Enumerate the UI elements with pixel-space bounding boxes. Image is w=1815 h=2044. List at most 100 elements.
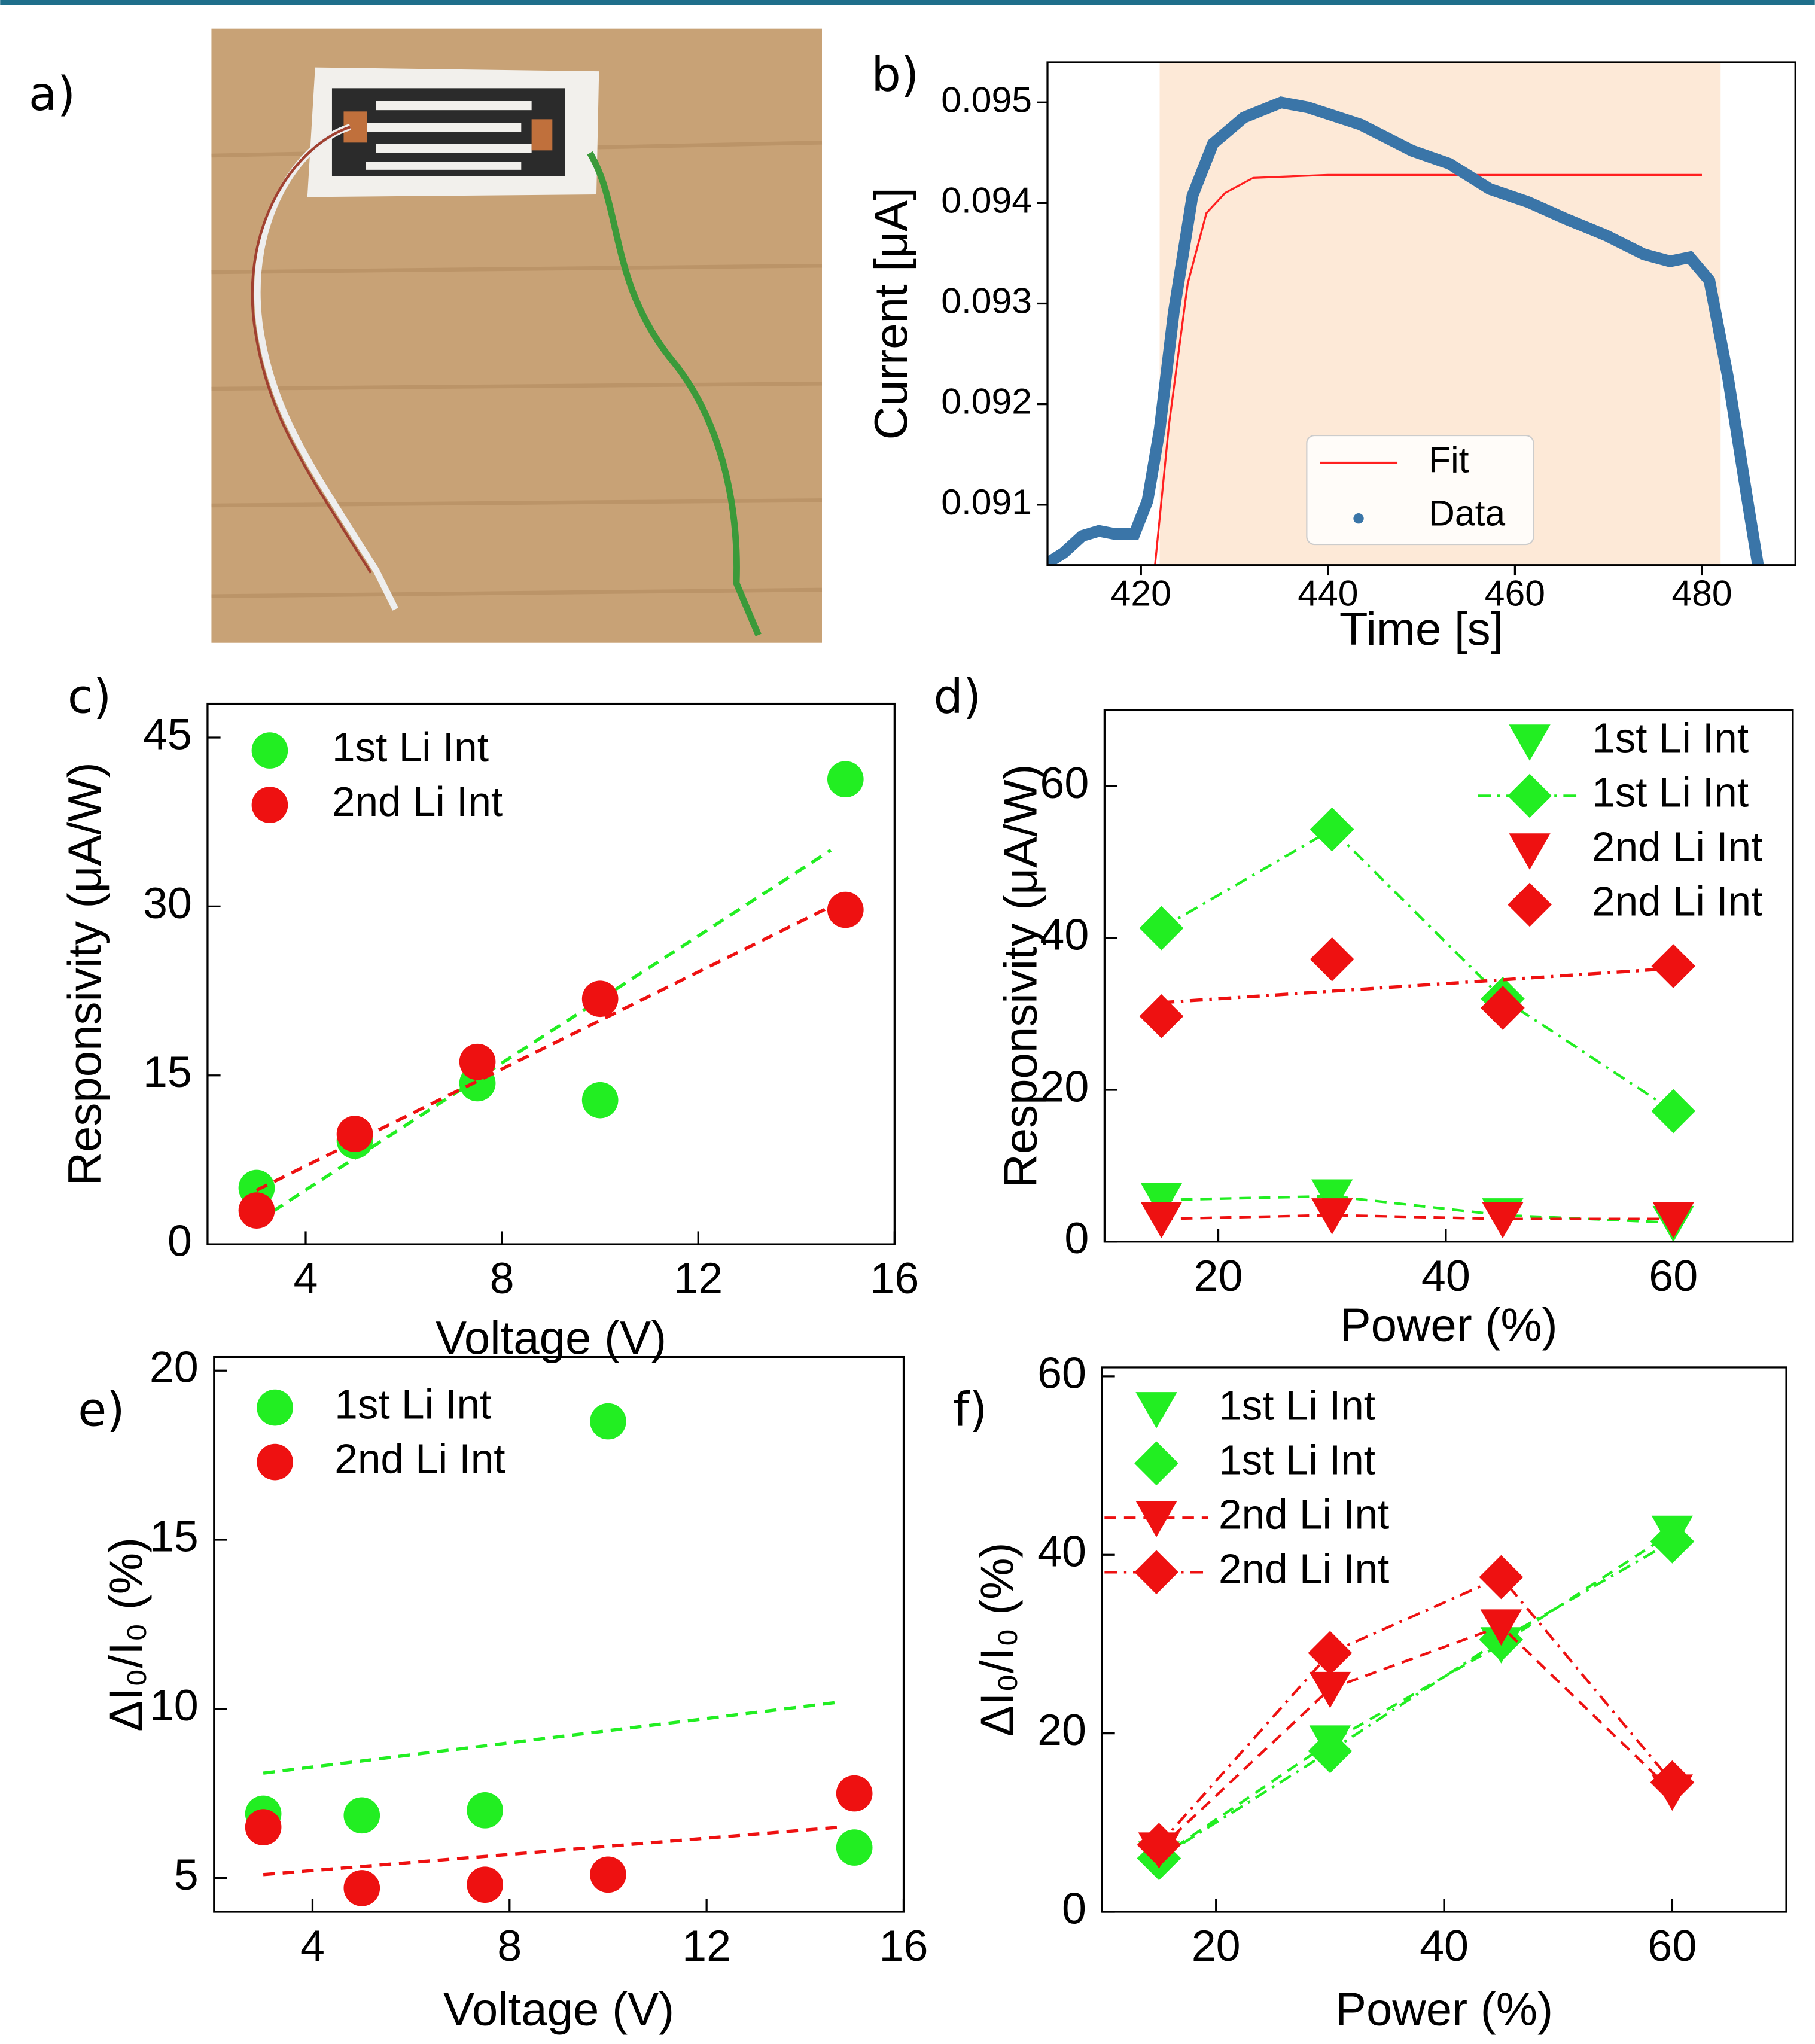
legend-marker <box>257 1443 293 1481</box>
legend-label: 1st Li Int <box>1219 1437 1375 1484</box>
series-line <box>1047 96 1764 565</box>
legend-label: 1st Li Int <box>332 724 489 770</box>
x-tick-label: 460 <box>1485 572 1545 613</box>
x-tick-label: 8 <box>497 1921 522 1970</box>
legend-marker <box>1134 1550 1178 1595</box>
legend-label: Fit <box>1429 440 1469 480</box>
x-tick-label: 440 <box>1298 572 1358 613</box>
x-axis-label: Voltage (V) <box>443 1983 674 2036</box>
legend-label: 1st Li Int <box>334 1381 491 1427</box>
marker <box>1480 1609 1522 1646</box>
x-tick-label: 4 <box>294 1253 318 1303</box>
axes-frame <box>206 702 896 1245</box>
legend-marker <box>1353 513 1364 524</box>
marker <box>1140 1202 1183 1239</box>
y-tick-label: 15 <box>143 1047 192 1096</box>
legend-label: 1st Li Int <box>1219 1382 1375 1429</box>
x-axis-label: Time [s] <box>1339 602 1503 655</box>
top-rule <box>0 0 1815 5</box>
x-tick-label: 16 <box>870 1253 919 1303</box>
marker <box>1651 1089 1696 1134</box>
marker <box>1139 906 1184 951</box>
legend-label: 2nd Li Int <box>334 1435 505 1482</box>
y-tick-label: 20 <box>1040 1061 1089 1111</box>
fit-line <box>1161 967 1674 1004</box>
y-tick-label: 40 <box>1037 1527 1086 1576</box>
plot-area <box>238 761 864 1229</box>
chart-panel: 4 8 12 16 5 10 15 20 Voltage (V) ΔI₀/I₀ (%) e) 1st … <box>78 1342 928 2036</box>
legend-marker <box>1508 882 1552 927</box>
plot-area <box>1137 1515 1695 1881</box>
x-tick-label: 8 <box>490 1253 514 1303</box>
legend-marker <box>1509 833 1551 870</box>
plot-area <box>1139 807 1696 1242</box>
legend-marker <box>1135 1392 1177 1428</box>
legend-label: 2nd Li Int <box>1592 878 1762 925</box>
connect-line <box>1158 1575 1674 1846</box>
series-line <box>1154 173 1702 565</box>
chart-panel: 20 40 60 0 20 40 60 Power (%) Responsivity (μA/W… <box>933 671 1794 1351</box>
marker <box>1139 994 1184 1038</box>
panel-label: f) <box>953 1383 988 1437</box>
fit-line <box>263 1700 840 1775</box>
x-tick-label: 60 <box>1649 1251 1698 1300</box>
chart-panel: 420 440 460 480 0.091 0.092 0.093 0.094 0.095 Tim… <box>864 48 1796 655</box>
marker <box>459 1043 496 1080</box>
axes-frame <box>213 1355 905 1913</box>
marker <box>1650 1760 1695 1805</box>
marker <box>1650 1519 1695 1564</box>
chart-panel: 20 40 60 0 20 40 60 Power (%) ΔI₀/I₀ (%) f) 1st Li… <box>953 1348 1787 2036</box>
connect-line <box>1158 1531 1673 1860</box>
y-tick-label: 0.091 <box>941 482 1032 522</box>
marker <box>1482 1202 1524 1239</box>
y-tick-label: 20 <box>150 1342 199 1392</box>
marker <box>467 1792 503 1829</box>
x-tick-label: 12 <box>682 1921 731 1970</box>
marker <box>343 1870 380 1906</box>
marker <box>1481 986 1525 1030</box>
marker <box>336 1116 373 1152</box>
panel-label: b) <box>871 48 919 102</box>
x-tick-label: 420 <box>1111 572 1171 613</box>
x-tick-label: 16 <box>879 1921 928 1970</box>
y-axis-label: Current [μA] <box>864 187 917 440</box>
legend-label: 1st Li Int <box>1592 769 1749 816</box>
fit-line <box>263 1825 840 1877</box>
marker <box>245 1809 282 1845</box>
legend-label: 1st Li Int <box>1592 715 1749 761</box>
plot-area <box>1047 96 1764 565</box>
y-axis-label: ΔI₀/I₀ (%) <box>971 1543 1024 1737</box>
panel-label: a) <box>29 68 75 121</box>
x-tick-label: 20 <box>1192 1921 1241 1970</box>
marker <box>1308 1631 1353 1676</box>
marker <box>1311 1179 1353 1216</box>
panel-label: d) <box>933 671 981 724</box>
y-tick-label: 10 <box>150 1680 199 1730</box>
marker <box>467 1866 503 1903</box>
fit-line <box>255 848 832 1223</box>
y-tick-label: 0.093 <box>941 281 1032 321</box>
x-tick-label: 480 <box>1671 572 1732 613</box>
chart-panel: 4 8 12 16 0 15 30 45 Voltage (V) Responsivity (μA… <box>58 671 919 1364</box>
y-tick-label: 40 <box>1040 910 1089 959</box>
x-tick-label: 40 <box>1421 1251 1470 1300</box>
connect-line <box>1161 1195 1674 1224</box>
y-tick-label: 60 <box>1037 1348 1086 1397</box>
connect-line <box>1161 827 1674 1113</box>
marker <box>1310 937 1354 982</box>
legend-marker <box>257 1389 293 1426</box>
x-tick-label: 40 <box>1420 1921 1469 1970</box>
legend-marker <box>251 732 288 769</box>
marker <box>1309 1671 1351 1708</box>
connect-line <box>1161 1214 1674 1220</box>
x-tick-label: 20 <box>1194 1251 1243 1300</box>
marker <box>836 1775 873 1812</box>
marker <box>238 1192 275 1229</box>
marker <box>827 891 864 928</box>
y-tick-label: 0 <box>1064 1213 1089 1263</box>
y-tick-label: 0 <box>168 1216 192 1266</box>
marker <box>836 1829 873 1866</box>
plot-area <box>245 1403 873 1906</box>
x-tick-label: 60 <box>1647 1921 1697 1970</box>
